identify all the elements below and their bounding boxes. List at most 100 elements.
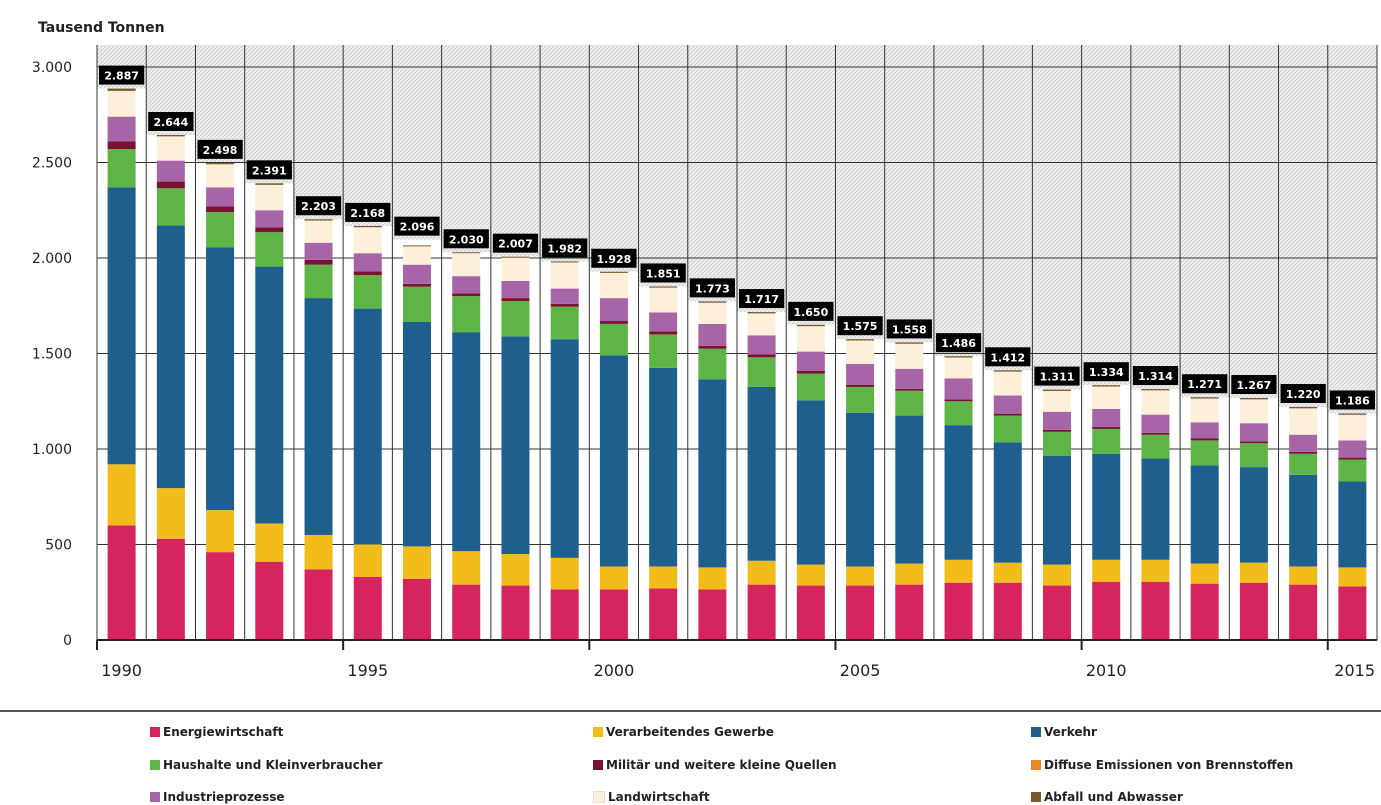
bar-segment-industrieprozesse	[107, 116, 136, 142]
bar-segment-milit-r-und-weitere-kleine-quellen	[501, 298, 530, 301]
y-tick-label: 2.500	[32, 156, 72, 172]
total-label-box	[591, 248, 637, 268]
total-label-box	[394, 216, 440, 236]
bar-segment-energiewirtschaft	[796, 585, 825, 640]
total-label: 2.644	[153, 116, 188, 129]
bar-segment-verkehr	[1092, 453, 1121, 560]
bar-segment-landwirtschaft	[255, 184, 284, 211]
hatch-area	[441, 45, 491, 253]
bar-segment-abfall-und-abwasser	[1289, 406, 1318, 409]
hatch-area	[1130, 45, 1181, 390]
bar-segment-milit-r-und-weitere-kleine-quellen	[895, 388, 924, 391]
bar-segment-landwirtschaft	[1141, 390, 1170, 415]
total-label: 1.334	[1089, 366, 1124, 379]
bar-segment-energiewirtschaft	[649, 588, 678, 640]
legend-divider	[0, 710, 1381, 712]
y-tick-label: 2.000	[32, 251, 72, 267]
bar-segment-industrieprozesse	[796, 351, 825, 371]
bar-segment-verkehr	[1141, 458, 1170, 560]
bar-segment-abfall-und-abwasser	[403, 245, 431, 247]
bar-segment-industrieprozesse	[895, 368, 924, 389]
bar-segment-milit-r-und-weitere-kleine-quellen	[649, 331, 678, 335]
bar-segment-industrieprozesse	[1289, 434, 1318, 452]
hatch-area	[1229, 45, 1279, 399]
legend: Energiewirtschaft Verarbeitendes Gewerbe V…	[0, 700, 1381, 805]
bar-segment-abfall-und-abwasser	[944, 356, 973, 358]
bar-segment-landwirtschaft	[796, 326, 825, 352]
legend-item: Landwirtschaft	[593, 790, 710, 804]
bar-segment-haushalte-und-kleinverbraucher	[649, 334, 678, 368]
total-label-box	[197, 139, 243, 159]
total-label-box	[1182, 374, 1228, 394]
bar-segment-verarbeitendes-gewerbe	[698, 567, 727, 590]
bar-segment-energiewirtschaft	[1043, 585, 1071, 640]
bar-segment-verkehr	[353, 308, 382, 545]
bar-segment-verarbeitendes-gewerbe	[895, 563, 924, 585]
bar-segment-verarbeitendes-gewerbe	[1239, 562, 1268, 583]
bar-segment-landwirtschaft	[895, 343, 924, 369]
bar-segment-industrieprozesse	[1043, 411, 1071, 430]
total-label: 1.220	[1286, 388, 1321, 401]
bar-segment-energiewirtschaft	[599, 589, 628, 640]
bar-segment-verarbeitendes-gewerbe	[1043, 564, 1071, 586]
bar-segment-landwirtschaft	[1092, 386, 1121, 409]
total-label: 1.271	[1187, 378, 1222, 391]
bar-segment-abfall-und-abwasser	[107, 88, 136, 91]
x-tick-label: 2005	[840, 661, 881, 680]
total-label: 1.267	[1237, 379, 1272, 392]
bar-segment-verarbeitendes-gewerbe	[304, 534, 333, 570]
bar-segment-abfall-und-abwasser	[649, 286, 678, 288]
x-tick-label: 2000	[594, 661, 635, 680]
total-label-box	[689, 278, 735, 298]
bar-segment-verkehr	[796, 400, 825, 565]
hatch-area	[392, 45, 442, 240]
bar-segment-landwirtschaft	[156, 136, 185, 161]
total-label: 1.486	[941, 337, 976, 350]
total-label: 2.096	[400, 221, 435, 234]
bar-segment-energiewirtschaft	[747, 584, 776, 640]
bar-segment-haushalte-und-kleinverbraucher	[403, 286, 431, 322]
legend-label: Militär und weitere kleine Quellen	[606, 758, 837, 772]
bar-segment-landwirtschaft	[403, 246, 431, 265]
bar-segment-haushalte-und-kleinverbraucher	[1092, 428, 1121, 454]
bar-segment-landwirtschaft	[993, 371, 1022, 396]
total-label: 1.928	[597, 253, 632, 266]
bar-segment-milit-r-und-weitere-kleine-quellen	[1289, 451, 1318, 454]
bar-segment-industrieprozesse	[452, 276, 481, 294]
total-label-box	[246, 160, 292, 180]
bar-segment-milit-r-und-weitere-kleine-quellen	[1190, 438, 1219, 441]
x-tick-label: 1995	[347, 661, 388, 680]
legend-label: Diffuse Emissionen von Brennstoffen	[1044, 758, 1294, 772]
bar-segment-energiewirtschaft	[452, 584, 481, 640]
bar-segment-abfall-und-abwasser	[796, 324, 825, 327]
bar-segment-landwirtschaft	[944, 357, 973, 379]
bar-segment-abfall-und-abwasser	[846, 339, 875, 341]
total-label-box	[1132, 366, 1179, 386]
bar-segment-haushalte-und-kleinverbraucher	[747, 357, 776, 387]
total-label-box	[542, 238, 588, 258]
bar-segment-abfall-und-abwasser	[1239, 398, 1268, 400]
bar-segment-landwirtschaft	[1239, 399, 1268, 424]
total-label: 2.203	[301, 200, 336, 213]
bar-segment-verkehr	[255, 266, 284, 524]
bar-segment-industrieprozesse	[156, 160, 185, 182]
legend-label: Verkehr	[1044, 725, 1097, 739]
bar-segment-landwirtschaft	[599, 272, 628, 299]
bar-segment-abfall-und-abwasser	[1092, 385, 1121, 387]
bar-segment-landwirtschaft	[1338, 414, 1367, 441]
hatch-area	[1032, 45, 1082, 390]
total-label-box	[1231, 375, 1277, 395]
total-label-box	[1034, 366, 1080, 386]
bar-segment-verkehr	[1338, 481, 1367, 568]
x-tick-label: 2015	[1334, 661, 1375, 680]
bar-segment-abfall-und-abwasser	[1141, 389, 1170, 391]
total-label-box	[739, 289, 785, 309]
total-label: 2.007	[498, 238, 533, 251]
bar-segment-haushalte-und-kleinverbraucher	[846, 386, 875, 413]
hatch-area	[786, 45, 836, 325]
legend-swatch	[150, 792, 160, 802]
bar-segment-haushalte-und-kleinverbraucher	[206, 212, 235, 248]
x-tick-label: 1990	[101, 661, 142, 680]
y-tick-label: 3.000	[32, 60, 72, 76]
bar-segment-energiewirtschaft	[1239, 582, 1268, 640]
